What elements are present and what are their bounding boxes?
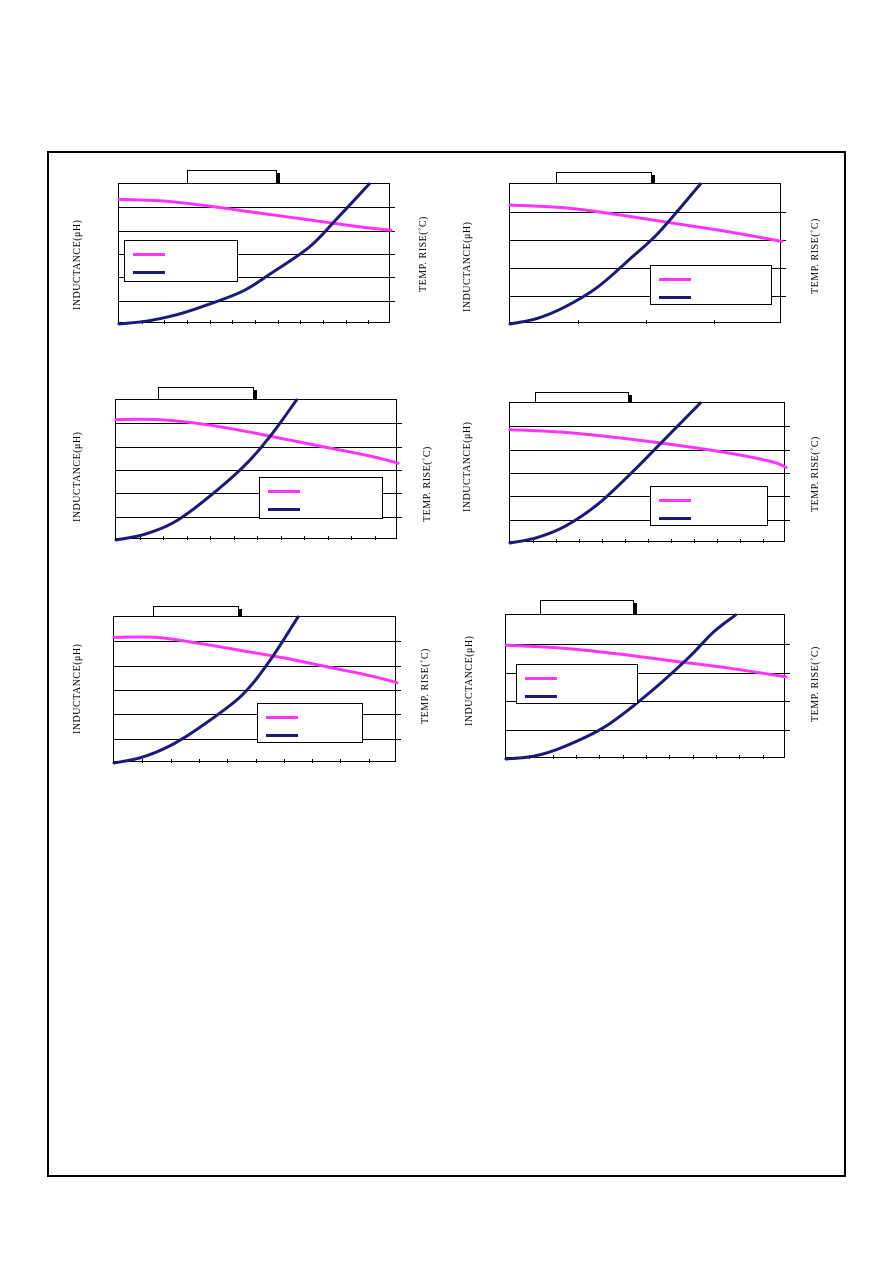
page-frame (47, 151, 846, 1177)
chart-legend (650, 486, 768, 526)
legend-swatch (268, 508, 300, 511)
legend-swatch (266, 734, 298, 737)
legend-entry (651, 511, 767, 525)
inductance-series-line (508, 428, 788, 469)
temp-rise-series-line (112, 615, 300, 765)
temp-rise-series-line (508, 401, 702, 545)
temp-rise-series-line (504, 613, 738, 761)
legend-entry (260, 484, 382, 498)
chart-legend (124, 240, 238, 282)
legend-swatch (133, 271, 165, 274)
y2-axis-label: TEMP. RISE(˚C) (418, 216, 429, 292)
legend-entry (517, 689, 637, 703)
y2-axis-label: TEMP. RISE(˚C) (422, 446, 433, 522)
chart-legend (257, 703, 363, 743)
chart-legend (650, 265, 772, 305)
y2-axis-label: TEMP. RISE(˚C) (810, 218, 821, 294)
chart-legend (259, 477, 383, 519)
legend-entry (125, 265, 237, 279)
temp-rise-series-line (114, 398, 298, 542)
chart-svg (112, 615, 401, 765)
y-axis-label: INDUCTANCE(μH) (462, 421, 473, 512)
legend-entry (258, 728, 362, 742)
chart-legend (516, 664, 638, 704)
y-axis-label: INDUCTANCE(μH) (462, 221, 473, 312)
y2-axis-label: TEMP. RISE(˚C) (420, 648, 431, 724)
legend-swatch (133, 253, 165, 256)
inductance-series-line (114, 417, 400, 465)
chart-svg (114, 398, 402, 542)
chart-svg (508, 182, 786, 326)
legend-swatch (659, 278, 691, 281)
chart-svg (508, 401, 790, 545)
y-axis-label: INDUCTANCE(μH) (464, 635, 475, 726)
legend-swatch (525, 695, 557, 698)
chart-plot-area (508, 182, 786, 326)
y-axis-label: INDUCTANCE(μH) (72, 431, 83, 522)
legend-swatch (525, 677, 557, 680)
y2-axis-label: TEMP. RISE(˚C) (810, 646, 821, 722)
legend-entry (125, 247, 237, 261)
legend-entry (517, 671, 637, 685)
legend-entry (260, 502, 382, 516)
inductance-series-line (504, 643, 788, 679)
y2-axis-label: TEMP. RISE(˚C) (810, 436, 821, 512)
inductance-series-line (508, 203, 784, 243)
inductance-series-line (112, 635, 399, 685)
legend-entry (651, 290, 771, 304)
y-axis-label: INDUCTANCE(μH) (72, 219, 83, 310)
temp-rise-series-line (508, 182, 702, 326)
legend-swatch (659, 499, 691, 502)
y-axis-label: INDUCTANCE(μH) (72, 643, 83, 734)
legend-swatch (659, 296, 691, 299)
legend-swatch (266, 716, 298, 719)
legend-entry (651, 272, 771, 286)
legend-entry (258, 710, 362, 724)
chart-plot-area (117, 182, 395, 326)
legend-swatch (659, 517, 691, 520)
inductance-series-line (117, 197, 393, 232)
legend-entry (651, 493, 767, 507)
temp-rise-series-line (117, 182, 371, 326)
legend-swatch (268, 490, 300, 493)
